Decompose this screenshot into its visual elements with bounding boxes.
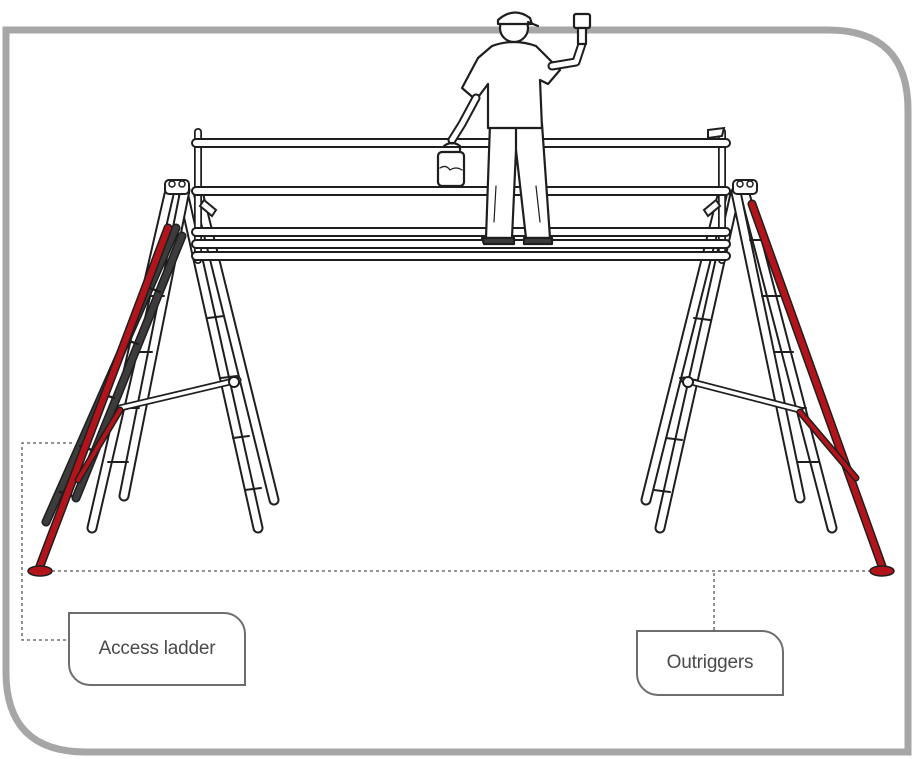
right-outrigger (747, 199, 895, 577)
access-ladder-label: Access ladder (98, 638, 216, 659)
access-ladder-leader (21, 442, 72, 641)
access-ladder-callout: Access ladder (68, 612, 246, 686)
outer-frame (2, 26, 912, 756)
deck-rail-lower (191, 251, 731, 261)
outriggers-label: Outriggers (666, 652, 754, 673)
paint-brush-icon (572, 12, 592, 46)
right-outer-ladder (730, 184, 838, 534)
paint-bucket-icon (436, 141, 466, 188)
mid-guardrail (191, 186, 731, 196)
platform (191, 126, 731, 264)
deck-rail-mid (191, 239, 731, 249)
left-outrigger (27, 223, 173, 577)
outriggers-callout: Outriggers (636, 630, 784, 696)
painter-torso (460, 40, 562, 130)
access-ladder (41, 223, 187, 527)
deck-rail-upper (191, 227, 731, 237)
painter-figure (436, 11, 592, 246)
leader-lines (21, 442, 882, 641)
